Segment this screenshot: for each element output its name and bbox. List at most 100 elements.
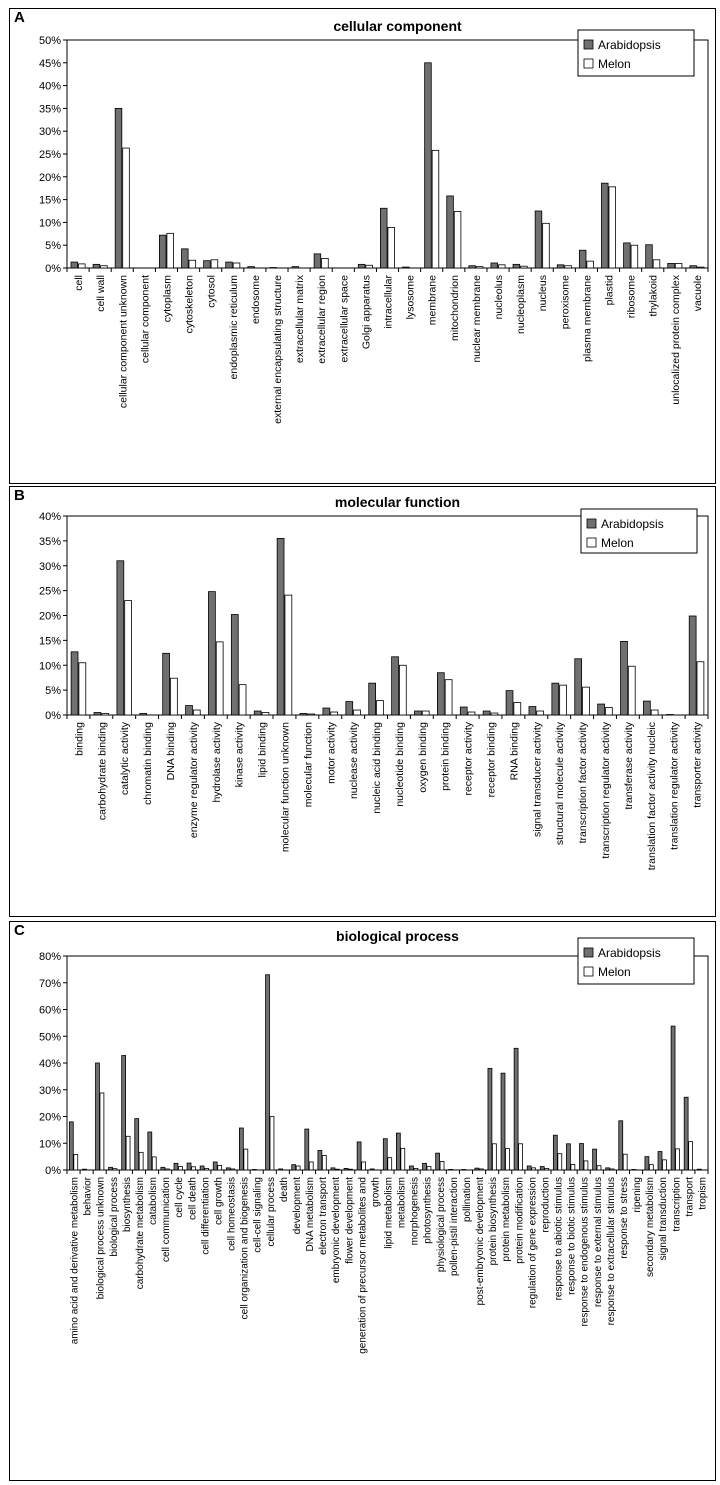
bar-arabidopsis [618, 1120, 624, 1171]
x-tick-label: cell communication [161, 1177, 172, 1262]
bar-arabidopsis [252, 1169, 257, 1171]
bar-arabidopsis [689, 265, 697, 269]
bar-melon [204, 1167, 209, 1171]
bar-melon [544, 1167, 550, 1171]
bar-melon [536, 710, 545, 716]
bar-arabidopsis [108, 1166, 113, 1171]
y-tick-label: 35% [39, 536, 61, 548]
panel-b: B molecular function 0% 5% 10% 15% 20% 25% 30% 3… [9, 486, 716, 917]
x-tick-label: lipid metabolism [384, 1177, 395, 1249]
x-tick-label: cellular component [139, 275, 151, 363]
bar-arabidopsis [253, 710, 262, 716]
legend: Arabidopsis Melon [577, 29, 695, 77]
x-tick-label: protein metabolism [501, 1177, 512, 1261]
y-tick-label: 10% [39, 660, 61, 672]
panel-letter-a: A [14, 9, 25, 26]
bar-melon [166, 232, 174, 269]
bar-arabidopsis [92, 263, 101, 269]
bar-melon [387, 1157, 393, 1171]
bar-arabidopsis [225, 261, 233, 269]
bar-melon [498, 264, 506, 269]
bar-arabidopsis [199, 1165, 205, 1171]
x-tick-label: electron transport [318, 1177, 329, 1255]
x-tick-label: molecular function unknown [279, 722, 291, 852]
x-tick-label: Golgi apparatus [360, 275, 372, 349]
bar-arabidopsis [551, 682, 560, 716]
bar-arabidopsis [402, 266, 410, 269]
bar-arabidopsis [437, 672, 445, 716]
x-tick-label: catabolism [148, 1177, 159, 1225]
bar-melon [674, 263, 683, 269]
y-tick-label: 0% [45, 710, 61, 722]
bar-arabidopsis [556, 264, 565, 269]
x-tick-label: protein modification [514, 1177, 525, 1264]
chart-title: cellular component [333, 18, 462, 34]
x-tick-label: biological process [109, 1177, 120, 1257]
panel-a: A cellular component 0% 5% 10% 15% 20% 25% 30% 3… [9, 8, 716, 484]
legend: Arabidopsis Melon [577, 937, 695, 985]
bar-melon [307, 713, 316, 716]
x-tick-label: ribosome [626, 275, 638, 318]
bar-melon [696, 661, 705, 716]
x-tick-label: growth [370, 1177, 381, 1207]
bar-melon [400, 1147, 406, 1171]
y-tick-label: 40% [39, 511, 61, 523]
bar-melon [675, 1148, 680, 1171]
x-tick-label: extracellular space [338, 275, 350, 363]
x-tick-label: cell homeostasis [227, 1177, 238, 1251]
bar-arabidopsis [592, 1148, 597, 1171]
x-tick-label: nucleic acid binding [371, 722, 383, 814]
x-tick-label: cell differentiation [200, 1177, 211, 1255]
bar-arabidopsis [134, 1118, 140, 1171]
bar-melon [426, 1166, 432, 1171]
bar-arabidopsis [657, 1151, 663, 1171]
bar-arabidopsis [500, 1072, 506, 1171]
bar-melon [269, 1116, 275, 1171]
bar-arabidopsis [512, 263, 521, 269]
bar-melon [622, 1153, 628, 1171]
legend-box [577, 937, 695, 985]
bar-melon [505, 1148, 510, 1171]
bar-melon [232, 262, 241, 269]
bar-melon [387, 227, 395, 269]
bar-melon [421, 710, 430, 716]
y-tick-label: 10% [39, 1138, 61, 1150]
legend-swatch [586, 518, 597, 529]
chart-title: biological process [336, 928, 459, 944]
y-tick-label: 30% [39, 1085, 61, 1097]
x-tick-label: pollen-pistil interaction [449, 1177, 460, 1276]
x-tick-label: generation of precursor metabolites and [357, 1177, 368, 1354]
legend-swatch [583, 966, 594, 977]
bar-melon [582, 686, 590, 716]
bar-arabidopsis [356, 1141, 362, 1171]
x-tick-label: response to external stimulus [593, 1177, 604, 1307]
bar-arabidopsis [605, 1167, 611, 1171]
x-tick-label: nucleus [537, 275, 549, 311]
bar-arabidopsis [414, 710, 422, 716]
bar-arabidopsis [322, 707, 331, 716]
bar-melon [557, 1153, 563, 1171]
bar-arabidopsis [291, 1164, 297, 1171]
bar-arabidopsis [343, 1167, 349, 1171]
x-tick-label: response to abiotic stimulus [554, 1177, 565, 1300]
bar-arabidopsis [225, 1167, 231, 1171]
bar-melon [586, 260, 594, 269]
y-tick-label: 25% [39, 149, 61, 161]
legend-swatch [583, 58, 594, 69]
x-tick-label: behavior [83, 1176, 94, 1215]
x-tick-label: flower development [344, 1177, 355, 1264]
bar-arabidopsis [116, 560, 125, 716]
x-tick-label: physiological process [436, 1177, 447, 1272]
bar-arabidopsis [68, 1121, 74, 1171]
x-tick-label: development [292, 1177, 303, 1234]
bar-melon [531, 1167, 536, 1171]
x-tick-label: nuclease activity [348, 721, 360, 799]
x-tick-label: thylakoid [648, 275, 660, 317]
bar-arabidopsis [391, 656, 399, 716]
bar-melon [192, 709, 201, 716]
bar-melon [627, 665, 636, 716]
x-tick-label: plastid [604, 275, 616, 306]
legend-box [580, 508, 698, 554]
x-tick-label: receptor activity [463, 721, 475, 795]
x-tick-label: membrane [427, 275, 439, 325]
